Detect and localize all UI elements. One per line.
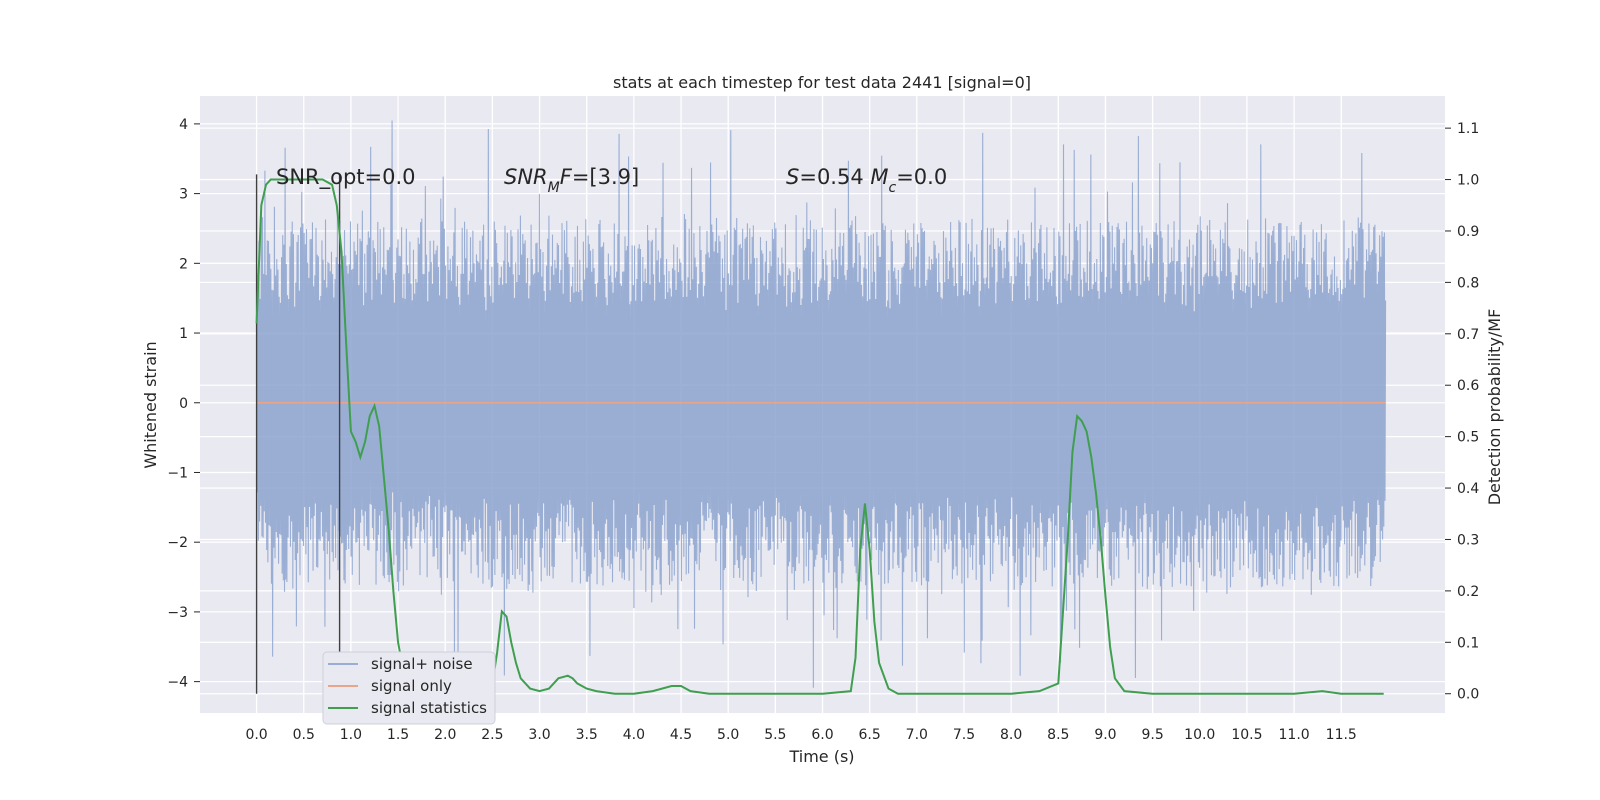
- y2-tick-label: 0.8: [1457, 275, 1479, 291]
- y2-tick-label: 0.4: [1457, 481, 1479, 497]
- x-tick-label: 8.0: [1000, 727, 1022, 743]
- x-tick-label: 5.0: [717, 727, 739, 743]
- x-tick-label: 6.5: [859, 727, 881, 743]
- legend-box: [322, 651, 496, 725]
- annotation-part: M: [548, 180, 560, 196]
- y2-tick-label: 0.5: [1457, 430, 1479, 446]
- y2-tick-label: 0.1: [1457, 635, 1479, 651]
- annotation-part: SNR: [504, 165, 548, 189]
- annotation-part: c: [889, 180, 897, 196]
- y-tick-label: 1: [179, 326, 188, 342]
- y-tick-label: −4: [167, 675, 188, 691]
- y-tick-label: 0: [179, 396, 188, 412]
- legend-label-signal-plus-noise: signal+ noise: [371, 655, 473, 673]
- annotation-snr-opt: SNR_opt=0.0: [276, 165, 416, 190]
- x-tick-label: 2.5: [481, 727, 503, 743]
- y2-tick-label: 0.0: [1457, 687, 1479, 703]
- y2-tick-label: 0.3: [1457, 532, 1479, 548]
- signal-plus-noise-line: [256, 120, 1387, 688]
- y2-tick-label: 0.9: [1457, 224, 1479, 240]
- x-tick-label: 0.0: [245, 727, 267, 743]
- x-tick-label: 4.5: [670, 727, 692, 743]
- signal-statistics-line: [255, 178, 1384, 695]
- x-axis-title: Time (s): [788, 747, 854, 766]
- annotation-s-mc: S=0.54 Mc=0.0: [786, 165, 947, 196]
- y-axis-ticks: 4 3 2 1 0 −1 −2 −3 −4: [167, 117, 200, 691]
- x-tick-label: 6.0: [811, 727, 833, 743]
- x-tick-label: 7.0: [906, 727, 928, 743]
- y2-tick-label: 0.7: [1457, 327, 1479, 343]
- x-tick-label: 0.5: [293, 727, 315, 743]
- signal-plus-noise-series: [256, 120, 1387, 688]
- signal-statistics-series: [255, 178, 1384, 695]
- x-tick-label: 11.0: [1279, 727, 1310, 743]
- y2-tick-label: 1.1: [1457, 121, 1479, 137]
- legend: signal+ noise signal only signal statist…: [322, 651, 496, 725]
- annotation-part: =[3.9]: [572, 165, 639, 189]
- x-tick-label: 11.5: [1326, 727, 1357, 743]
- x-tick-label: 9.0: [1094, 727, 1116, 743]
- annotation-part: M: [870, 165, 888, 189]
- annotation-part: =0.54: [799, 165, 870, 189]
- x-tick-label: 4.0: [623, 727, 645, 743]
- y2-tick-label: 0.6: [1457, 378, 1479, 394]
- annotation-snr-mf: SNRMF=[3.9]: [504, 165, 639, 196]
- y2-tick-label: 1.0: [1457, 173, 1479, 189]
- annotation-part: S: [786, 165, 799, 189]
- annotation-part: F: [560, 165, 573, 189]
- y-tick-label: −3: [167, 605, 188, 621]
- x-tick-label: 1.0: [340, 727, 362, 743]
- x-tick-label: 1.5: [387, 727, 409, 743]
- x-axis-ticks: 0.0 0.5 1.0 1.5 2.0 2.5 3.0 3.5 4.0 4.5 5.0 5.5 6.0 6…: [245, 727, 1356, 743]
- y2-axis-ticks: 1.1 1.0 0.9 0.8 0.7 0.6 0.5 0.4 0.3 0.2 0.1 0.0: [1445, 121, 1479, 703]
- y-tick-label: −1: [167, 465, 188, 481]
- y2-tick-label: 0.2: [1457, 584, 1479, 600]
- y-tick-label: 2: [179, 256, 188, 272]
- marker-lines: [255, 174, 341, 694]
- legend-label-signal-statistics: signal statistics: [371, 699, 487, 717]
- y-tick-label: 3: [179, 187, 188, 203]
- x-tick-label: 8.5: [1047, 727, 1069, 743]
- x-tick-label: 10.5: [1231, 727, 1262, 743]
- x-tick-label: 7.5: [953, 727, 975, 743]
- x-tick-label: 2.0: [434, 727, 456, 743]
- x-tick-label: 3.5: [576, 727, 598, 743]
- y-axis-title: Whitened strain: [141, 341, 160, 468]
- y2-axis-title: Detection probability/MF: [1485, 309, 1504, 506]
- x-tick-label: 3.0: [528, 727, 550, 743]
- y-tick-label: −2: [167, 535, 188, 551]
- annotation-part: =0.0: [896, 165, 947, 189]
- x-tick-label: 9.5: [1141, 727, 1163, 743]
- y-tick-label: 4: [179, 117, 188, 133]
- legend-label-signal-only: signal only: [371, 677, 452, 695]
- x-tick-label: 10.0: [1184, 727, 1215, 743]
- chart-title: stats at each timestep for test data 244…: [613, 73, 1031, 92]
- x-tick-label: 5.5: [764, 727, 786, 743]
